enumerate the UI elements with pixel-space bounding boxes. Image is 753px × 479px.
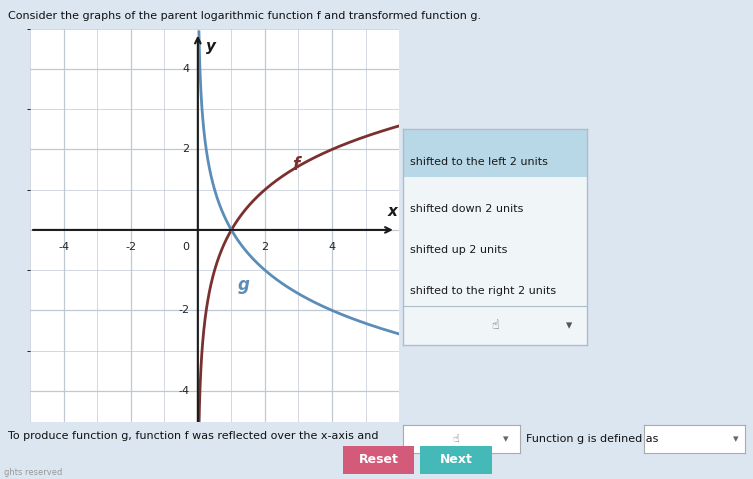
Text: 4: 4 [182, 64, 190, 74]
Text: 4: 4 [328, 242, 336, 252]
Text: Reset: Reset [358, 453, 398, 466]
Text: Function g is defined as: Function g is defined as [526, 434, 658, 444]
Text: ☝: ☝ [491, 319, 499, 332]
Text: 2: 2 [261, 242, 269, 252]
Text: 0: 0 [182, 242, 190, 252]
Bar [403, 129, 587, 177]
Text: 2: 2 [182, 145, 190, 154]
Text: -2: -2 [125, 242, 136, 252]
Text: To produce function g, function f was reflected over the x-axis and: To produce function g, function f was re… [8, 431, 378, 441]
Text: y: y [206, 39, 216, 54]
Text: Consider the graphs of the parent logarithmic function f and transformed functio: Consider the graphs of the parent logari… [8, 11, 480, 21]
Text: shifted down 2 units: shifted down 2 units [410, 204, 523, 214]
Text: -2: -2 [178, 306, 190, 315]
Text: shifted up 2 units: shifted up 2 units [410, 245, 508, 255]
Text: -4: -4 [178, 386, 190, 396]
Text: x: x [388, 204, 398, 218]
FancyBboxPatch shape [416, 445, 496, 475]
Text: shifted to the right 2 units: shifted to the right 2 units [410, 286, 556, 296]
Text: ☝: ☝ [452, 434, 459, 444]
Text: f: f [291, 156, 299, 173]
Text: ▾: ▾ [503, 434, 508, 444]
Text: shifted to the left 2 units: shifted to the left 2 units [410, 157, 548, 167]
Text: ▾: ▾ [733, 434, 738, 444]
FancyBboxPatch shape [338, 445, 419, 475]
Text: ghts reserved: ghts reserved [4, 468, 62, 477]
Text: -4: -4 [58, 242, 69, 252]
Text: g: g [238, 276, 250, 294]
Text: Next: Next [440, 453, 472, 466]
Text: ▾: ▾ [566, 319, 572, 332]
